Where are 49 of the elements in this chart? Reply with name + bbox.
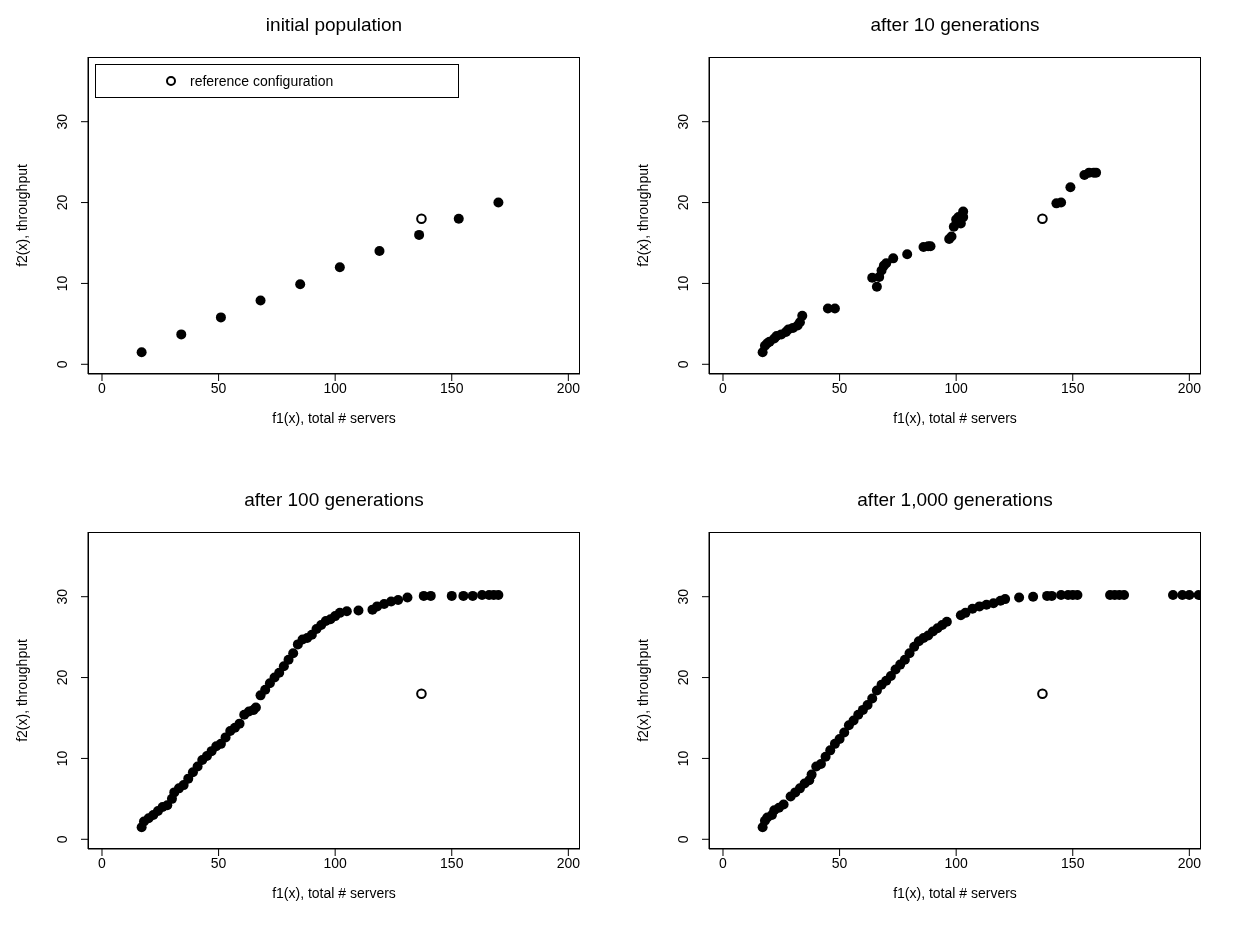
x-axis-title: f1(x), total # servers bbox=[893, 885, 1017, 901]
x-tick-label: 150 bbox=[440, 854, 464, 871]
x-tick-label: 100 bbox=[944, 854, 969, 871]
y-axis-title: f2(x), throughput bbox=[634, 639, 651, 742]
y-tick-label: 30 bbox=[54, 113, 70, 130]
x-tick-label: 50 bbox=[831, 379, 848, 396]
x-tick-label: 0 bbox=[98, 379, 107, 396]
x-tick-label: 0 bbox=[98, 854, 107, 871]
y-tick-label: 20 bbox=[54, 669, 70, 686]
legend-label: reference configuration bbox=[190, 73, 334, 89]
x-axis-title: f1(x), total # servers bbox=[272, 885, 396, 901]
y-tick-label: 10 bbox=[54, 275, 70, 292]
chart-title: after 10 generations bbox=[869, 14, 1041, 36]
y-axis-title: f2(x), throughput bbox=[634, 164, 651, 267]
y-tick-label: 0 bbox=[675, 360, 691, 369]
x-tick-label: 0 bbox=[719, 379, 728, 396]
x-tick-label: 200 bbox=[556, 854, 581, 871]
x-tick-label: 150 bbox=[1061, 379, 1085, 396]
y-tick-label: 30 bbox=[54, 588, 70, 605]
x-tick-label: 150 bbox=[1061, 854, 1085, 871]
x-axis-title: f1(x), total # servers bbox=[272, 410, 396, 426]
x-tick-label: 200 bbox=[1177, 854, 1202, 871]
x-axis-title: f1(x), total # servers bbox=[893, 410, 1017, 426]
x-tick-label: 50 bbox=[210, 854, 227, 871]
y-tick-label: 20 bbox=[675, 194, 691, 211]
x-tick-label: 200 bbox=[1177, 379, 1202, 396]
y-tick-label: 20 bbox=[54, 194, 70, 211]
x-tick-label: 150 bbox=[440, 379, 464, 396]
x-tick-label: 200 bbox=[556, 379, 581, 396]
y-tick-label: 10 bbox=[675, 275, 691, 292]
x-tick-label: 50 bbox=[831, 854, 848, 871]
x-tick-label: 100 bbox=[323, 379, 348, 396]
y-tick-label: 30 bbox=[675, 588, 691, 605]
y-tick-label: 10 bbox=[54, 750, 70, 767]
x-tick-label: 100 bbox=[944, 379, 969, 396]
x-tick-label: 100 bbox=[323, 854, 348, 871]
chart-title: initial population bbox=[264, 14, 404, 36]
y-axis-title: f2(x), throughput bbox=[13, 164, 30, 267]
y-tick-label: 0 bbox=[54, 360, 70, 369]
y-tick-label: 10 bbox=[675, 750, 691, 767]
y-tick-label: 30 bbox=[675, 113, 691, 130]
y-tick-label: 0 bbox=[675, 835, 691, 844]
y-axis-title: f2(x), throughput bbox=[13, 639, 30, 742]
x-tick-label: 50 bbox=[210, 379, 227, 396]
chart-title: after 100 generations bbox=[243, 489, 425, 511]
x-tick-label: 0 bbox=[719, 854, 728, 871]
y-tick-label: 20 bbox=[675, 669, 691, 686]
y-tick-label: 0 bbox=[54, 835, 70, 844]
chart-title: after 1,000 generations bbox=[856, 489, 1054, 511]
